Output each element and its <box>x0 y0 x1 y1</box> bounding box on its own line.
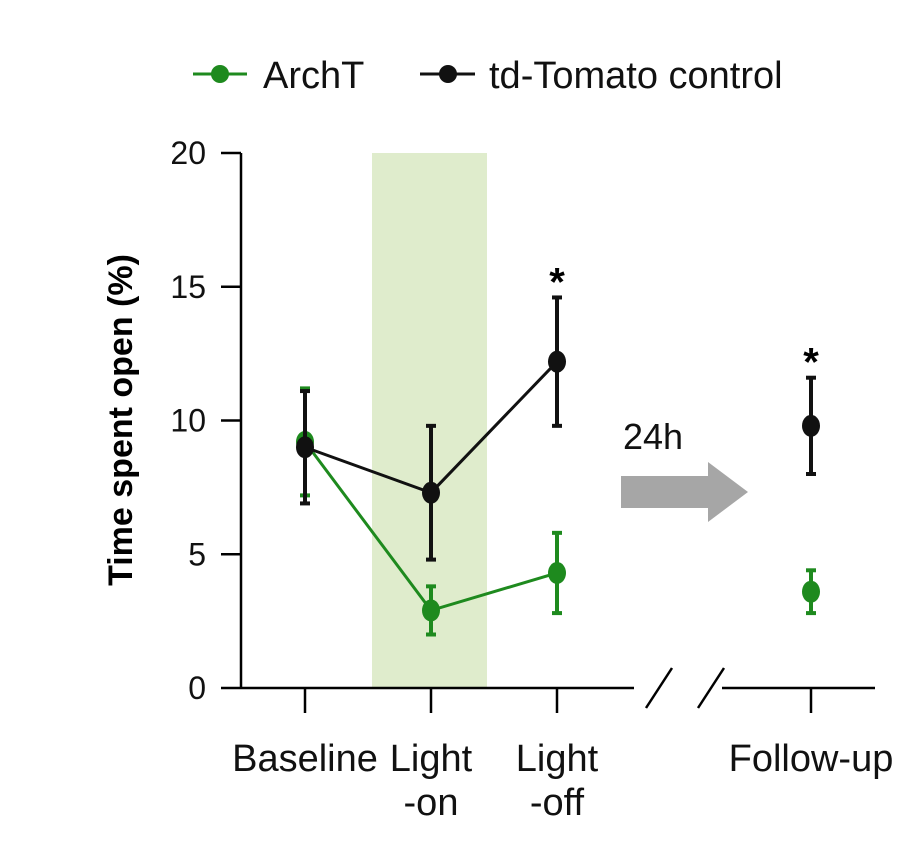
y-tick-label-15: 15 <box>170 269 206 305</box>
y-axis: 0 5 10 15 20 <box>170 135 243 706</box>
marker-td-tomato-control-0 <box>296 436 314 459</box>
x-axis: Baseline Light -on Light -off Follow-up <box>232 667 894 824</box>
marker-archt-1 <box>422 599 440 622</box>
marker-td-tomato-control-3 <box>802 414 820 437</box>
marker-td-tomato-control-2 <box>548 350 566 373</box>
x-tick-label-light-off: Light -off <box>516 738 599 824</box>
data-point-archt-2 <box>548 530 566 616</box>
axis-break-mark-left <box>644 667 674 709</box>
x-tick-label-light-on: Light -on <box>390 738 473 824</box>
data-point-archt-3 <box>802 568 820 616</box>
marker-td-tomato-control-1 <box>422 481 440 504</box>
data-point-td-tomato-control-2 <box>548 295 566 428</box>
y-tick-label-5: 5 <box>188 536 206 572</box>
legend-archt-marker <box>211 65 229 83</box>
legend: ArchT td-Tomato control <box>193 55 783 97</box>
x-tick-label-follow-up: Follow-up <box>729 738 894 780</box>
axis-break-mark-right <box>696 667 726 709</box>
data-point-td-tomato-control-1 <box>422 423 440 562</box>
significance-marker-0: * <box>549 260 565 304</box>
time-gap-arrow <box>621 462 748 522</box>
legend-item-td-tomato: td-Tomato control <box>420 55 783 97</box>
y-tick-label-0: 0 <box>188 670 206 706</box>
data-point-archt-1 <box>422 584 440 637</box>
time-gap-label: 24h <box>623 416 683 457</box>
series-td-tomato-control <box>296 295 820 562</box>
legend-archt-label: ArchT <box>263 55 364 97</box>
marker-archt-2 <box>548 561 566 584</box>
significance-layer: ** <box>549 260 819 384</box>
time-gap-annotation: 24h <box>621 416 748 522</box>
y-axis-title: Time spent open (%) <box>102 254 140 586</box>
data-point-td-tomato-control-3 <box>802 375 820 476</box>
y-tick-label-10: 10 <box>170 403 206 439</box>
marker-archt-3 <box>802 580 820 603</box>
data-point-td-tomato-control-0 <box>296 389 314 506</box>
series-layer <box>296 295 820 637</box>
significance-marker-1: * <box>803 341 819 385</box>
legend-item-archt: ArchT <box>193 55 364 97</box>
y-tick-label-20: 20 <box>170 135 206 171</box>
x-tick-label-baseline: Baseline <box>232 738 378 780</box>
legend-td-tomato-label: td-Tomato control <box>489 55 783 97</box>
legend-td-tomato-marker <box>439 65 457 83</box>
